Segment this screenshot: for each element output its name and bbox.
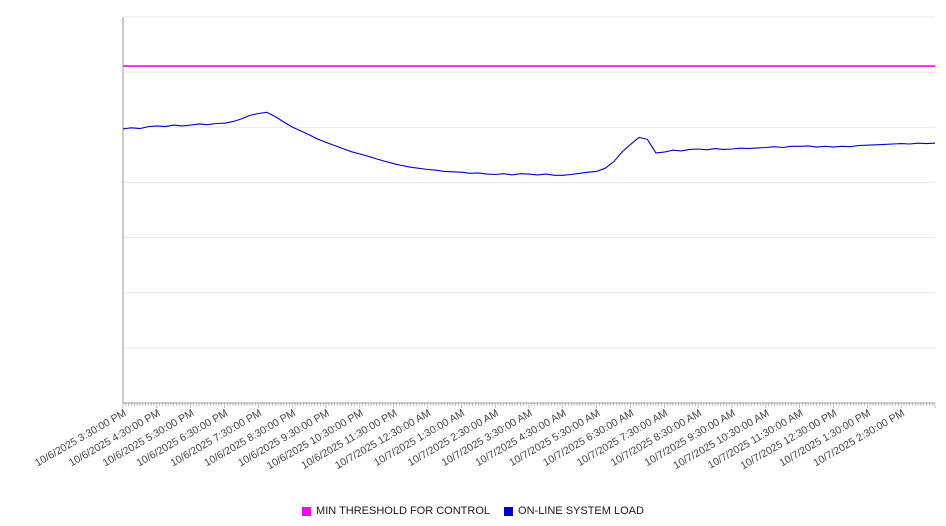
legend-swatch-online-system-load-icon — [504, 506, 514, 516]
legend-item-online-system-load[interactable]: ON-LINE SYSTEM LOAD — [504, 505, 644, 517]
chart-legend: MIN THRESHOLD FOR CONTROL ON-LINE SYSTEM… — [0, 505, 946, 517]
legend-swatch-min-threshold-icon — [302, 506, 312, 516]
legend-item-min-threshold[interactable]: MIN THRESHOLD FOR CONTROL — [302, 505, 490, 517]
legend-label-online-system-load: ON-LINE SYSTEM LOAD — [518, 505, 644, 517]
system-load-line — [122, 111, 936, 176]
legend-label-min-threshold: MIN THRESHOLD FOR CONTROL — [316, 505, 491, 517]
